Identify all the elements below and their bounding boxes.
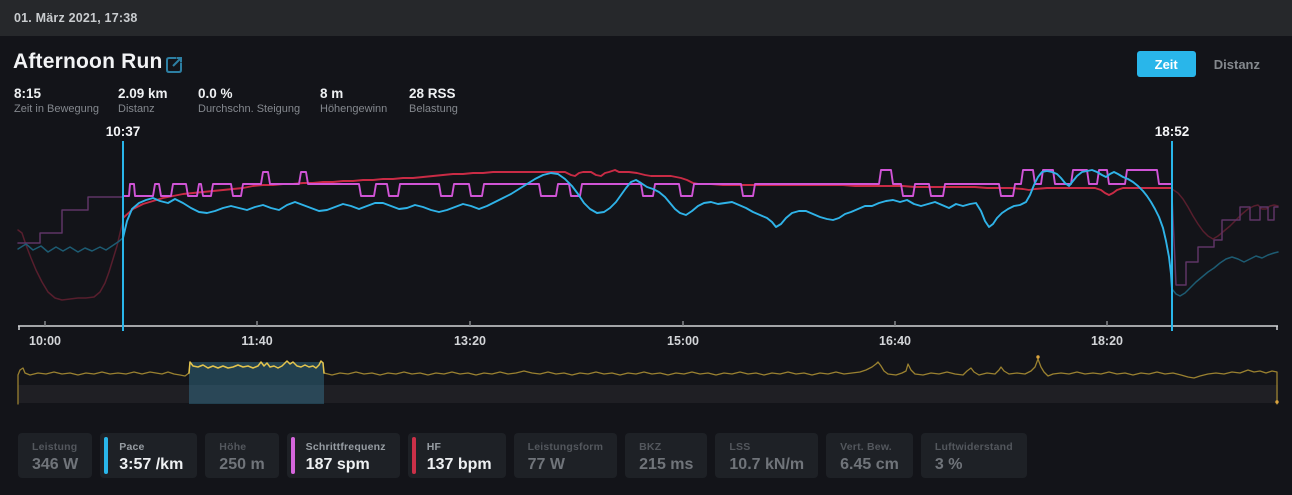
metric-label: Luftwiderstand (934, 441, 1013, 453)
stat-2: 0.0 % Durchschn. Steigung (198, 86, 300, 115)
minimap-dot (1275, 400, 1279, 404)
series-hf-line-dim (17, 220, 124, 301)
metric-value: 10.7 kN/m (729, 456, 805, 473)
stat-0: 8:15 Zeit in Bewegung (14, 86, 99, 115)
top-bar: 01. März 2021, 17:38 (0, 0, 1292, 36)
metric-card-schrittfrequenz[interactable]: Schrittfrequenz 187 spm (286, 433, 400, 478)
stat-value: 8 m (320, 86, 344, 101)
minimap-area-band (18, 385, 1278, 403)
toggle-zeit-button[interactable]: Zeit (1136, 51, 1196, 77)
selection-markers: 10:37 18:52 (106, 124, 1190, 331)
stat-value: 0.0 % (198, 86, 233, 101)
toggle-distanz-button[interactable]: Distanz (1196, 51, 1278, 77)
metric-card-h-he[interactable]: Höhe 250 m (205, 433, 279, 478)
stat-3: 8 m Höhengewinn (320, 86, 387, 115)
stat-4: 28 RSS Belastung (409, 86, 458, 115)
metric-card-pace[interactable]: Pace 3:57 /km (100, 433, 198, 478)
metric-value: 3:57 /km (119, 456, 184, 473)
stat-value: 2.09 km (118, 86, 168, 101)
stats-row: 8:15 Zeit in Bewegung 2.09 km Distanz 0.0 % D… (0, 86, 1292, 115)
metric-value: 250 m (219, 456, 265, 473)
minimap-brush-selection[interactable] (189, 362, 324, 404)
series-schrittfrequenz-line-dim (1171, 195, 1279, 286)
metric-value: 346 W (32, 456, 79, 473)
minimap-power-line-selected (188, 360, 325, 374)
minimap-dot (1036, 355, 1040, 359)
series-pace-line-dim (17, 237, 124, 253)
metric-card-vert-bew-[interactable]: Vert. Bew. 6.45 cm (826, 433, 913, 478)
main-chart-series (17, 169, 1279, 301)
selection-marker-label: 10:37 (106, 124, 141, 139)
x-axis-tick-label: 11:40 (241, 334, 272, 348)
metric-value: 137 bpm (426, 456, 492, 473)
edit-activity-button[interactable] (162, 53, 186, 77)
metric-card-bkz[interactable]: BKZ 215 ms (625, 433, 708, 478)
x-axis-tick-label: 13:20 (454, 334, 486, 348)
chart-axis: 10:00 11:40 13:20 15:00 16:40 18:20 (18, 321, 1278, 348)
series-hf-line (122, 169, 1173, 219)
metric-value: 187 spm (305, 456, 370, 473)
metric-card-leistungsform[interactable]: Leistungsform 77 W (513, 433, 618, 478)
series-schrittfrequenz-line (122, 169, 1173, 197)
series-schrittfrequenz-line-dim (17, 196, 124, 244)
stat-label: Zeit in Bewegung (14, 103, 99, 115)
series-pace-line (122, 169, 1173, 290)
series-pace-line-dim (1171, 251, 1279, 297)
stat-value: 8:15 (14, 86, 42, 101)
metric-label: Schrittfrequenz (305, 441, 386, 453)
stat-label: Höhengewinn (320, 103, 388, 115)
x-axis-tick-label: 18:20 (1091, 334, 1123, 348)
metric-label: BKZ (639, 441, 662, 453)
metric-value: 215 ms (639, 456, 694, 473)
axis-mode-toggle: Zeit Distanz (1136, 51, 1278, 77)
metric-label: Pace (119, 441, 145, 453)
minimap-power-line (17, 367, 190, 405)
metric-card-luftwiderstand[interactable]: Luftwiderstand 3 % (920, 433, 1027, 478)
activity-datetime: 01. März 2021, 17:38 (14, 11, 138, 25)
metric-card-hf[interactable]: HF 137 bpm (407, 433, 506, 478)
metric-label: Leistungsform (527, 441, 604, 453)
stat-label: Durchschn. Steigung (198, 103, 301, 115)
page-title: Afternoon Run (13, 50, 163, 73)
series-hf-line-dim (1171, 188, 1279, 240)
metric-color-bar (411, 437, 416, 474)
minimap-power-line (323, 358, 1278, 405)
selection-marker-label: 18:52 (1155, 124, 1190, 139)
x-axis-tick-label: 16:40 (879, 334, 911, 348)
metric-color-bar (290, 437, 295, 474)
stat-1: 2.09 km Distanz (118, 86, 168, 115)
minimap (17, 355, 1279, 405)
metric-label: Leistung (32, 441, 78, 453)
stat-value: 28 RSS (409, 86, 456, 101)
metric-cards-row: Leistung 346 W Pace 3:57 /km Höhe 250 m Schrit… (18, 433, 1027, 478)
metric-value: 77 W (527, 456, 565, 473)
metric-label: LSS (729, 441, 751, 453)
x-axis-tick-label: 10:00 (29, 334, 61, 348)
stat-label: Belastung (409, 103, 458, 115)
metric-label: HF (426, 441, 442, 453)
metric-label: Höhe (219, 441, 247, 453)
open-edit-icon (166, 57, 182, 73)
stat-label: Distanz (118, 103, 155, 115)
metric-value: 6.45 cm (840, 456, 899, 473)
metric-color-bar (104, 437, 109, 474)
metric-card-leistung[interactable]: Leistung 346 W (18, 433, 93, 478)
metric-label: Vert. Bew. (840, 441, 892, 453)
x-axis-tick-label: 15:00 (667, 334, 699, 348)
metric-card-lss[interactable]: LSS 10.7 kN/m (715, 433, 819, 478)
metric-value: 3 % (934, 456, 963, 473)
